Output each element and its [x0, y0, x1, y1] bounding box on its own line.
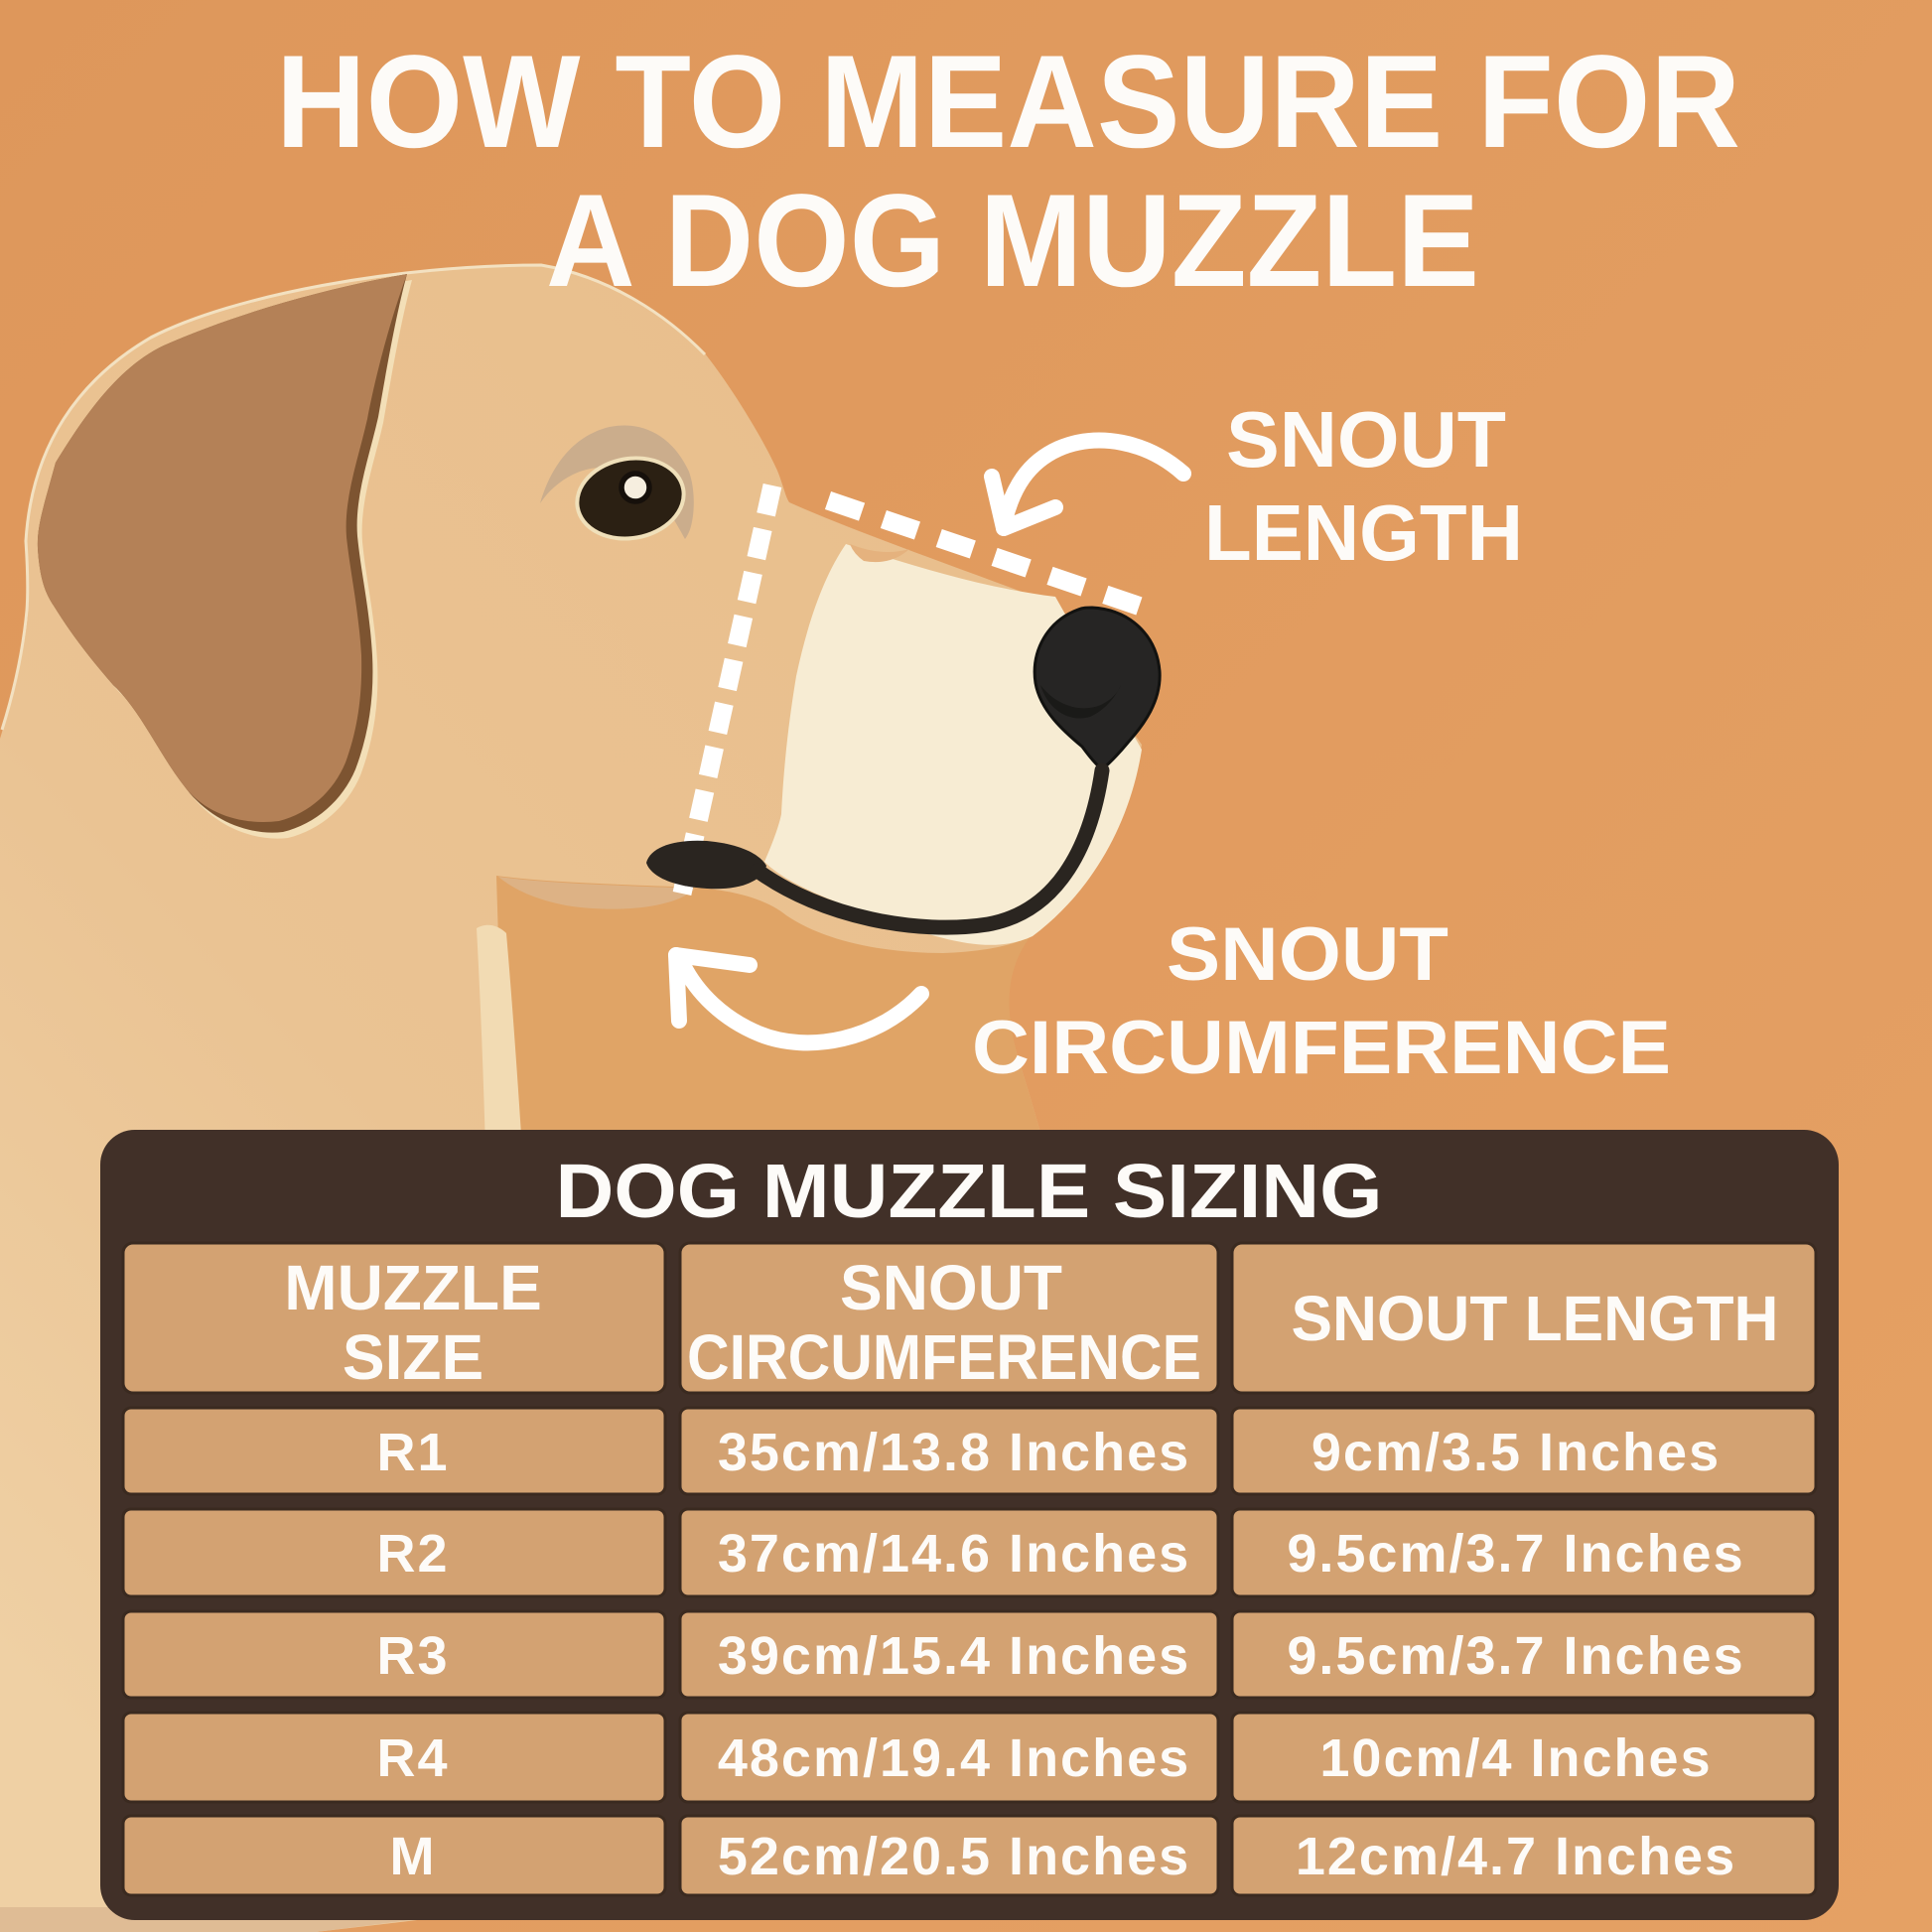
svg-text:SIZE: SIZE [343, 1321, 483, 1393]
svg-text:R1: R1 [376, 1423, 449, 1482]
svg-text:SNOUT: SNOUT [1226, 395, 1506, 483]
svg-text:DOG MUZZLE SIZING: DOG MUZZLE SIZING [556, 1149, 1383, 1234]
svg-text:9.5cm/3.7 Inches: 9.5cm/3.7 Inches [1287, 1626, 1744, 1686]
svg-text:CIRCUMFERENCE: CIRCUMFERENCE [972, 1006, 1671, 1090]
svg-text:MUZZLE: MUZZLE [284, 1252, 542, 1323]
svg-text:9.5cm/3.7 Inches: 9.5cm/3.7 Inches [1287, 1524, 1744, 1584]
svg-text:35cm/13.8 Inches: 35cm/13.8 Inches [718, 1423, 1190, 1482]
svg-text:R4: R4 [376, 1728, 449, 1788]
svg-text:LENGTH: LENGTH [1204, 488, 1523, 577]
svg-text:48cm/19.4 Inches: 48cm/19.4 Inches [718, 1728, 1190, 1788]
svg-text:R3: R3 [376, 1626, 449, 1686]
svg-text:9cm/3.5 Inches: 9cm/3.5 Inches [1311, 1423, 1721, 1482]
svg-text:HOW TO MEASURE FOR: HOW TO MEASURE FOR [276, 29, 1740, 176]
svg-text:A DOG MUZZLE: A DOG MUZZLE [546, 168, 1479, 315]
svg-text:10cm/4 Inches: 10cm/4 Inches [1319, 1728, 1712, 1788]
svg-text:SNOUT: SNOUT [840, 1252, 1062, 1323]
svg-text:CIRCUMFERENCE: CIRCUMFERENCE [687, 1321, 1201, 1393]
svg-text:37cm/14.6 Inches: 37cm/14.6 Inches [718, 1524, 1190, 1584]
svg-text:52cm/20.5 Inches: 52cm/20.5 Inches [718, 1827, 1190, 1886]
svg-text:R2: R2 [376, 1524, 449, 1584]
svg-text:12cm/4.7 Inches: 12cm/4.7 Inches [1296, 1827, 1736, 1886]
svg-text:M: M [390, 1827, 437, 1886]
svg-text:SNOUT LENGTH: SNOUT LENGTH [1292, 1283, 1779, 1354]
svg-text:39cm/15.4 Inches: 39cm/15.4 Inches [718, 1626, 1190, 1686]
svg-text:SNOUT: SNOUT [1167, 912, 1449, 997]
